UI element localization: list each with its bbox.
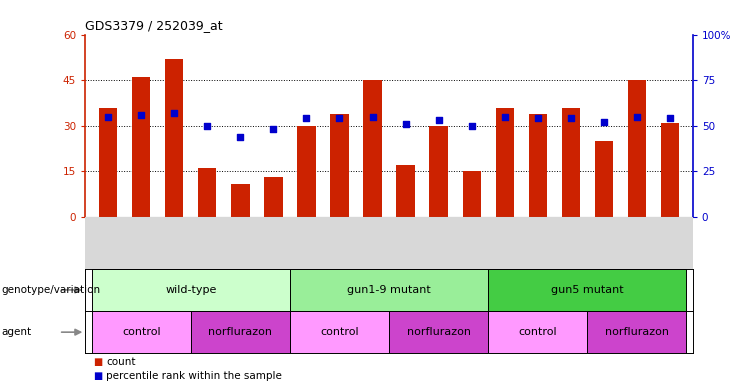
Bar (265, 177, 282, 217)
Bar (528, 114, 547, 217)
Text: agent: agent (1, 327, 32, 337)
Point (565, 116, 576, 122)
Text: count: count (106, 357, 136, 367)
Point (202, 123, 213, 129)
Text: gun1-9 mutant: gun1-9 mutant (347, 285, 431, 295)
Text: control: control (320, 327, 359, 337)
Bar (92, 269, 290, 311)
Text: genotype/variation: genotype/variation (1, 285, 101, 295)
Text: norflurazon: norflurazon (605, 327, 668, 337)
Text: percentile rank within the sample: percentile rank within the sample (106, 371, 282, 381)
Bar (231, 184, 250, 217)
Bar (191, 311, 290, 353)
Bar (199, 168, 216, 217)
Point (367, 114, 379, 120)
Point (234, 134, 246, 140)
Bar (562, 108, 579, 217)
Bar (488, 269, 686, 311)
Text: GDS3379 / 252039_at: GDS3379 / 252039_at (85, 19, 223, 32)
Point (664, 116, 676, 122)
Bar (330, 114, 348, 217)
Point (598, 119, 610, 125)
Point (333, 116, 345, 122)
Point (168, 110, 180, 116)
Point (399, 121, 411, 127)
Point (532, 116, 544, 122)
Bar (462, 171, 481, 217)
Bar (99, 108, 117, 217)
Text: norflurazon: norflurazon (208, 327, 273, 337)
Point (433, 117, 445, 123)
Bar (496, 108, 514, 217)
Bar (297, 126, 316, 217)
Text: gun5 mutant: gun5 mutant (551, 285, 623, 295)
Bar (165, 59, 184, 217)
Bar (92, 311, 191, 353)
Bar (587, 311, 686, 353)
Point (631, 114, 642, 120)
Point (465, 123, 477, 129)
Point (268, 126, 279, 132)
Point (301, 116, 313, 122)
Bar (628, 80, 645, 217)
Bar (389, 311, 488, 353)
Point (499, 114, 511, 120)
Bar (396, 165, 415, 217)
Text: ■: ■ (93, 371, 102, 381)
Point (136, 112, 147, 118)
Bar (290, 269, 488, 311)
Bar (290, 311, 389, 353)
Bar (363, 80, 382, 217)
Text: control: control (518, 327, 557, 337)
Text: norflurazon: norflurazon (407, 327, 471, 337)
Text: control: control (122, 327, 161, 337)
Bar (488, 311, 587, 353)
Point (102, 114, 114, 120)
Bar (661, 123, 679, 217)
Text: ■: ■ (93, 357, 102, 367)
Bar (430, 126, 448, 217)
Text: wild-type: wild-type (165, 285, 216, 295)
Bar (594, 141, 613, 217)
Bar (133, 77, 150, 217)
